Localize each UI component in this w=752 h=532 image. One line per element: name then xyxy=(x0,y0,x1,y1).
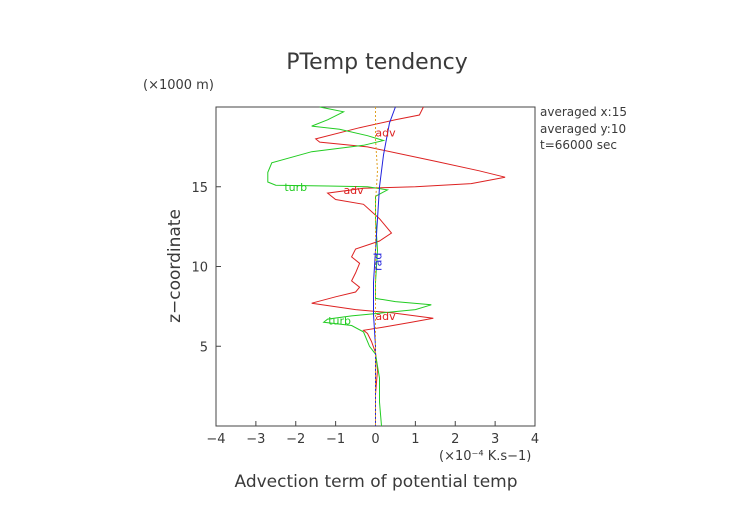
x-tick-label: 1 xyxy=(411,432,419,447)
chart-title: PTemp tendency xyxy=(286,50,468,75)
series-layer xyxy=(267,106,506,427)
x-tick-label: −4 xyxy=(206,432,225,447)
series-line-adv xyxy=(311,106,506,426)
curve-label-turb: turb xyxy=(284,181,307,194)
x-tick-label: 2 xyxy=(451,432,459,447)
x-tick-label: 4 xyxy=(531,432,539,447)
curve-label-adv: adv xyxy=(343,184,364,197)
x-tick-label: 3 xyxy=(491,432,499,447)
y-tick-label: 5 xyxy=(200,340,208,355)
curve-label-turb: turb xyxy=(328,315,351,328)
curve-label-layer: adv adv adv turb turb rad xyxy=(284,127,396,328)
info-line: averaged x:15 xyxy=(540,105,627,119)
curve-label-rad: rad xyxy=(371,253,384,271)
info-line: t=66000 sec xyxy=(540,138,617,152)
y-tick-label: 15 xyxy=(191,181,208,196)
y-axis-ticks: 5 10 15 xyxy=(191,181,221,355)
x-axis-ticks: −4 −3 −2 −1 0 1 2 3 4 xyxy=(206,421,539,447)
x-tick-label: −1 xyxy=(326,432,345,447)
info-line: averaged y:10 xyxy=(540,122,626,136)
x-tick-label: −2 xyxy=(286,432,305,447)
x-tick-label: −3 xyxy=(246,432,265,447)
series-line-turb xyxy=(267,106,432,427)
curve-label-adv: adv xyxy=(375,127,396,140)
curve-label-adv: adv xyxy=(375,310,396,323)
x-tick-label: 0 xyxy=(371,432,379,447)
y-tick-label: 10 xyxy=(191,261,208,276)
info-block: averaged x:15 averaged y:10 t=66000 sec xyxy=(540,105,627,152)
x-unit-label: (×10⁻⁴ K.s−1) xyxy=(439,449,531,464)
y-unit-label: (×1000 m) xyxy=(143,78,214,93)
x-axis-label: Advection term of potential temp xyxy=(234,472,517,492)
y-axis-label: z−coordinate xyxy=(165,209,185,323)
